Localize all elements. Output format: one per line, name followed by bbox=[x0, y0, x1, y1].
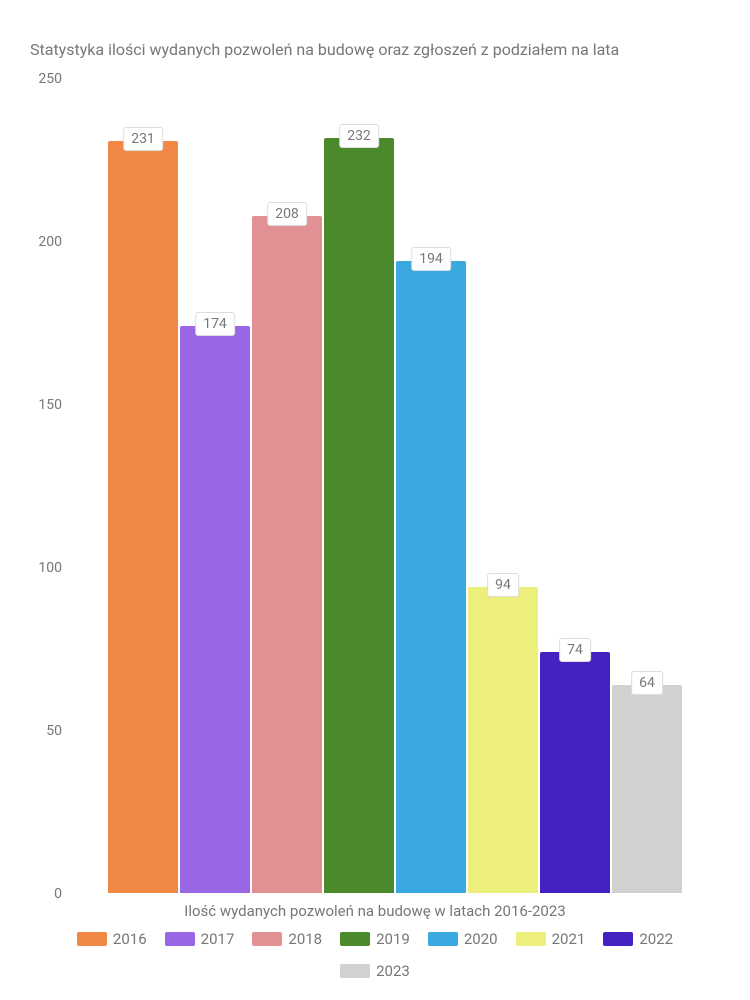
y-tick: 200 bbox=[38, 234, 62, 250]
bar: 64 bbox=[612, 685, 682, 893]
legend-label: 2022 bbox=[639, 930, 673, 948]
legend: 2016 2017 2018 2019 2020 2021 2022 2023 bbox=[30, 930, 720, 980]
chart-title: Statystyka ilości wydanych pozwoleń na b… bbox=[30, 40, 720, 59]
legend-item: 2016 bbox=[77, 930, 147, 948]
y-tick: 100 bbox=[38, 560, 62, 576]
legend-item: 2017 bbox=[165, 930, 235, 948]
legend-label: 2023 bbox=[376, 962, 410, 980]
legend-item: 2021 bbox=[516, 930, 586, 948]
bar: 231 bbox=[108, 141, 178, 893]
legend-item: 2022 bbox=[603, 930, 673, 948]
bar-value-label: 94 bbox=[487, 573, 519, 597]
legend-label: 2016 bbox=[113, 930, 147, 948]
bar: 208 bbox=[252, 216, 322, 893]
bar-value-label: 208 bbox=[267, 202, 307, 226]
legend-label: 2021 bbox=[552, 930, 586, 948]
bars-area: 231174208232194947464 bbox=[70, 79, 720, 894]
plot-area: 050100150200250 231174208232194947464 bbox=[30, 79, 720, 894]
bar: 174 bbox=[180, 326, 250, 893]
bar-value-label: 174 bbox=[195, 312, 235, 336]
y-axis: 050100150200250 bbox=[30, 79, 70, 894]
x-axis-label: Ilość wydanych pozwoleń na budowę w lata… bbox=[30, 902, 720, 920]
bar: 94 bbox=[468, 587, 538, 893]
legend-swatch bbox=[428, 932, 458, 946]
bar-value-label: 64 bbox=[631, 671, 663, 695]
legend-swatch bbox=[77, 932, 107, 946]
y-tick: 0 bbox=[54, 886, 62, 902]
bar-value-label: 74 bbox=[559, 638, 591, 662]
bar: 232 bbox=[324, 138, 394, 893]
legend-label: 2018 bbox=[288, 930, 322, 948]
y-tick: 150 bbox=[38, 397, 62, 413]
legend-swatch bbox=[252, 932, 282, 946]
bar: 194 bbox=[396, 261, 466, 893]
legend-item: 2018 bbox=[252, 930, 322, 948]
bar: 74 bbox=[540, 652, 610, 893]
legend-swatch bbox=[516, 932, 546, 946]
legend-item: 2023 bbox=[340, 962, 410, 980]
legend-label: 2020 bbox=[464, 930, 498, 948]
legend-swatch bbox=[603, 932, 633, 946]
legend-swatch bbox=[340, 932, 370, 946]
legend-swatch bbox=[340, 964, 370, 978]
bar-value-label: 231 bbox=[123, 127, 163, 151]
legend-item: 2020 bbox=[428, 930, 498, 948]
bar-value-label: 194 bbox=[411, 247, 451, 271]
legend-label: 2017 bbox=[201, 930, 235, 948]
legend-item: 2019 bbox=[340, 930, 410, 948]
y-tick: 250 bbox=[38, 71, 62, 87]
legend-label: 2019 bbox=[376, 930, 410, 948]
bar-value-label: 232 bbox=[339, 124, 379, 148]
y-tick: 50 bbox=[46, 723, 62, 739]
legend-swatch bbox=[165, 932, 195, 946]
bar-chart: Statystyka ilości wydanych pozwoleń na b… bbox=[30, 40, 720, 980]
